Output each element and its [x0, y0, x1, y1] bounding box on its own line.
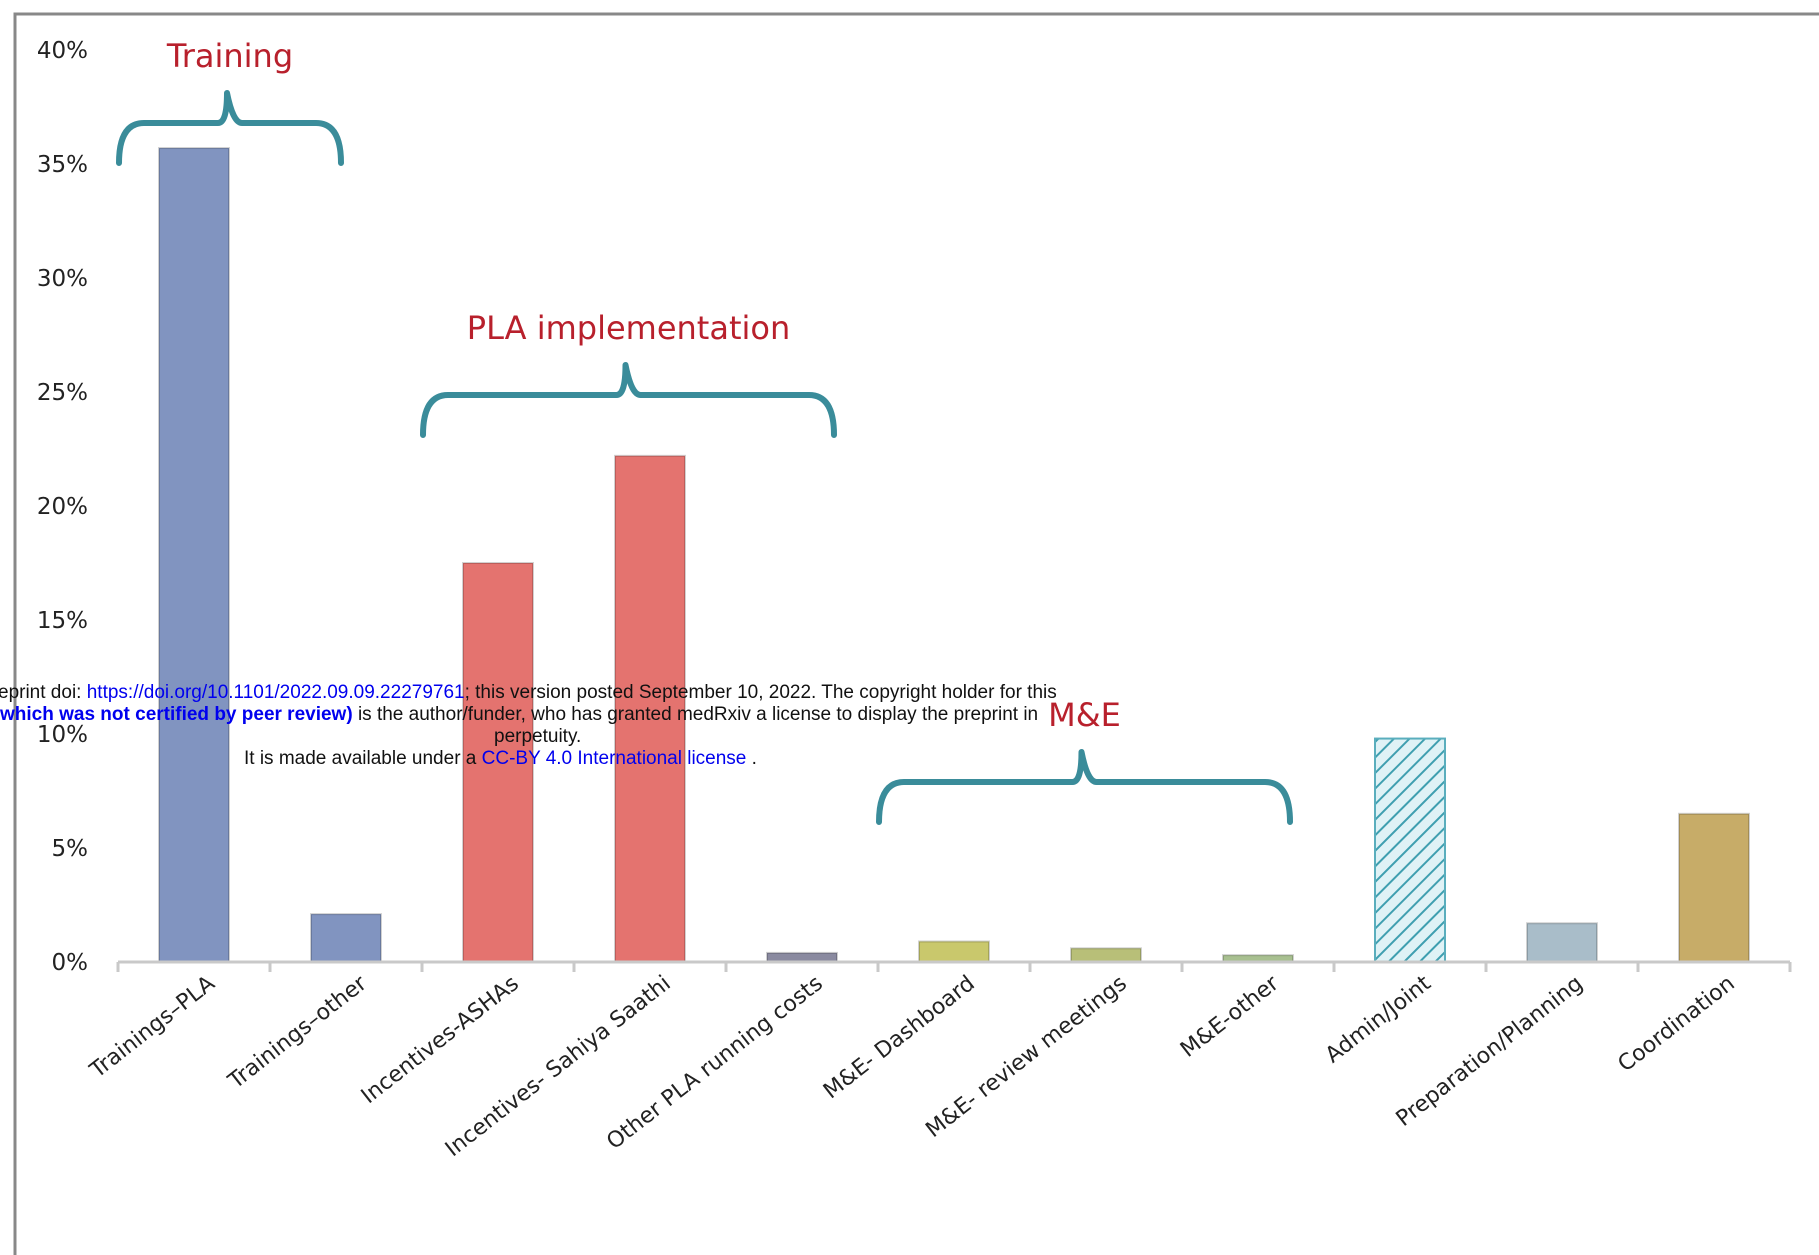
banner-license-suffix: . — [746, 748, 757, 769]
banner-line-1: eprint doi: https://doi.org/10.1101/2022… — [0, 682, 1198, 704]
group-brace — [116, 90, 344, 166]
y-tick-label: 40% — [37, 38, 88, 64]
y-tick-label: 15% — [37, 608, 88, 634]
y-tick-label: 0% — [52, 950, 89, 976]
x-category-label: Incentives-ASHAs — [357, 971, 524, 1109]
bar — [1678, 812, 1750, 963]
banner-doi-prefix: eprint doi: — [0, 682, 87, 703]
y-tick-label: 10% — [37, 722, 88, 748]
banner-line-3: perpetuity. — [0, 726, 1198, 748]
y-axis-ticks: 0% 5% 10% 15% 20% 25% 30% 35% 40% — [37, 38, 88, 976]
y-tick-label: 25% — [37, 380, 88, 406]
y-tick-label: 35% — [37, 152, 88, 178]
x-category-label: Admin/Joint — [1321, 971, 1436, 1069]
doi-link[interactable]: https://doi.org/10.1101/2022.09.09.22279… — [86, 682, 465, 703]
group-annotations: Training PLA implementation M&E — [116, 37, 1293, 825]
group-label: PLA implementation — [467, 309, 790, 347]
banner-line-4: It is made available under a CC-BY 4.0 I… — [0, 748, 1198, 770]
plot-frame — [13, 12, 1819, 1255]
bar — [310, 913, 382, 963]
preprint-banner: eprint doi: https://doi.org/10.1101/2022… — [0, 682, 1198, 770]
y-tick-label: 30% — [37, 266, 88, 292]
group-brace — [876, 749, 1293, 825]
y-tick-label: 5% — [52, 836, 89, 862]
x-axis-ticks — [116, 962, 1792, 972]
bar — [1526, 922, 1598, 963]
banner-line-2: which was not certified by peer review) … — [0, 704, 1198, 726]
bar — [614, 454, 686, 963]
x-axis-labels: Trainings–PLA Trainings–otherIncentives-A… — [85, 970, 1740, 1162]
bar — [1070, 947, 1142, 964]
bars — [158, 147, 1750, 964]
y-tick-label: 20% — [37, 494, 88, 520]
banner-author-note: is the author/funder, who has granted me… — [352, 704, 1039, 725]
banner-doi-suffix: ; this version posted September 10, 2022… — [464, 682, 1057, 703]
x-category-label: Trainings–other — [223, 970, 372, 1094]
banner-peer-review-note: which was not certified by peer review) — [0, 704, 353, 725]
bar — [918, 940, 990, 963]
banner-perpetuity: perpetuity. — [494, 726, 582, 747]
x-category-label: Coordination — [1614, 971, 1740, 1077]
x-category-label: M&E- Dashboard — [819, 971, 980, 1104]
group-brace — [420, 362, 837, 438]
group-label: Training — [166, 37, 293, 75]
banner-license-prefix: It is made available under a — [244, 748, 482, 769]
license-link[interactable]: CC-BY 4.0 International license — [481, 748, 747, 769]
group-label: M&E — [1048, 696, 1121, 734]
x-category-label: Trainings–PLA — [85, 971, 220, 1084]
bar — [1374, 737, 1446, 963]
bar — [158, 147, 230, 964]
bar — [462, 562, 534, 963]
x-category-label: M&E-other — [1176, 970, 1284, 1062]
